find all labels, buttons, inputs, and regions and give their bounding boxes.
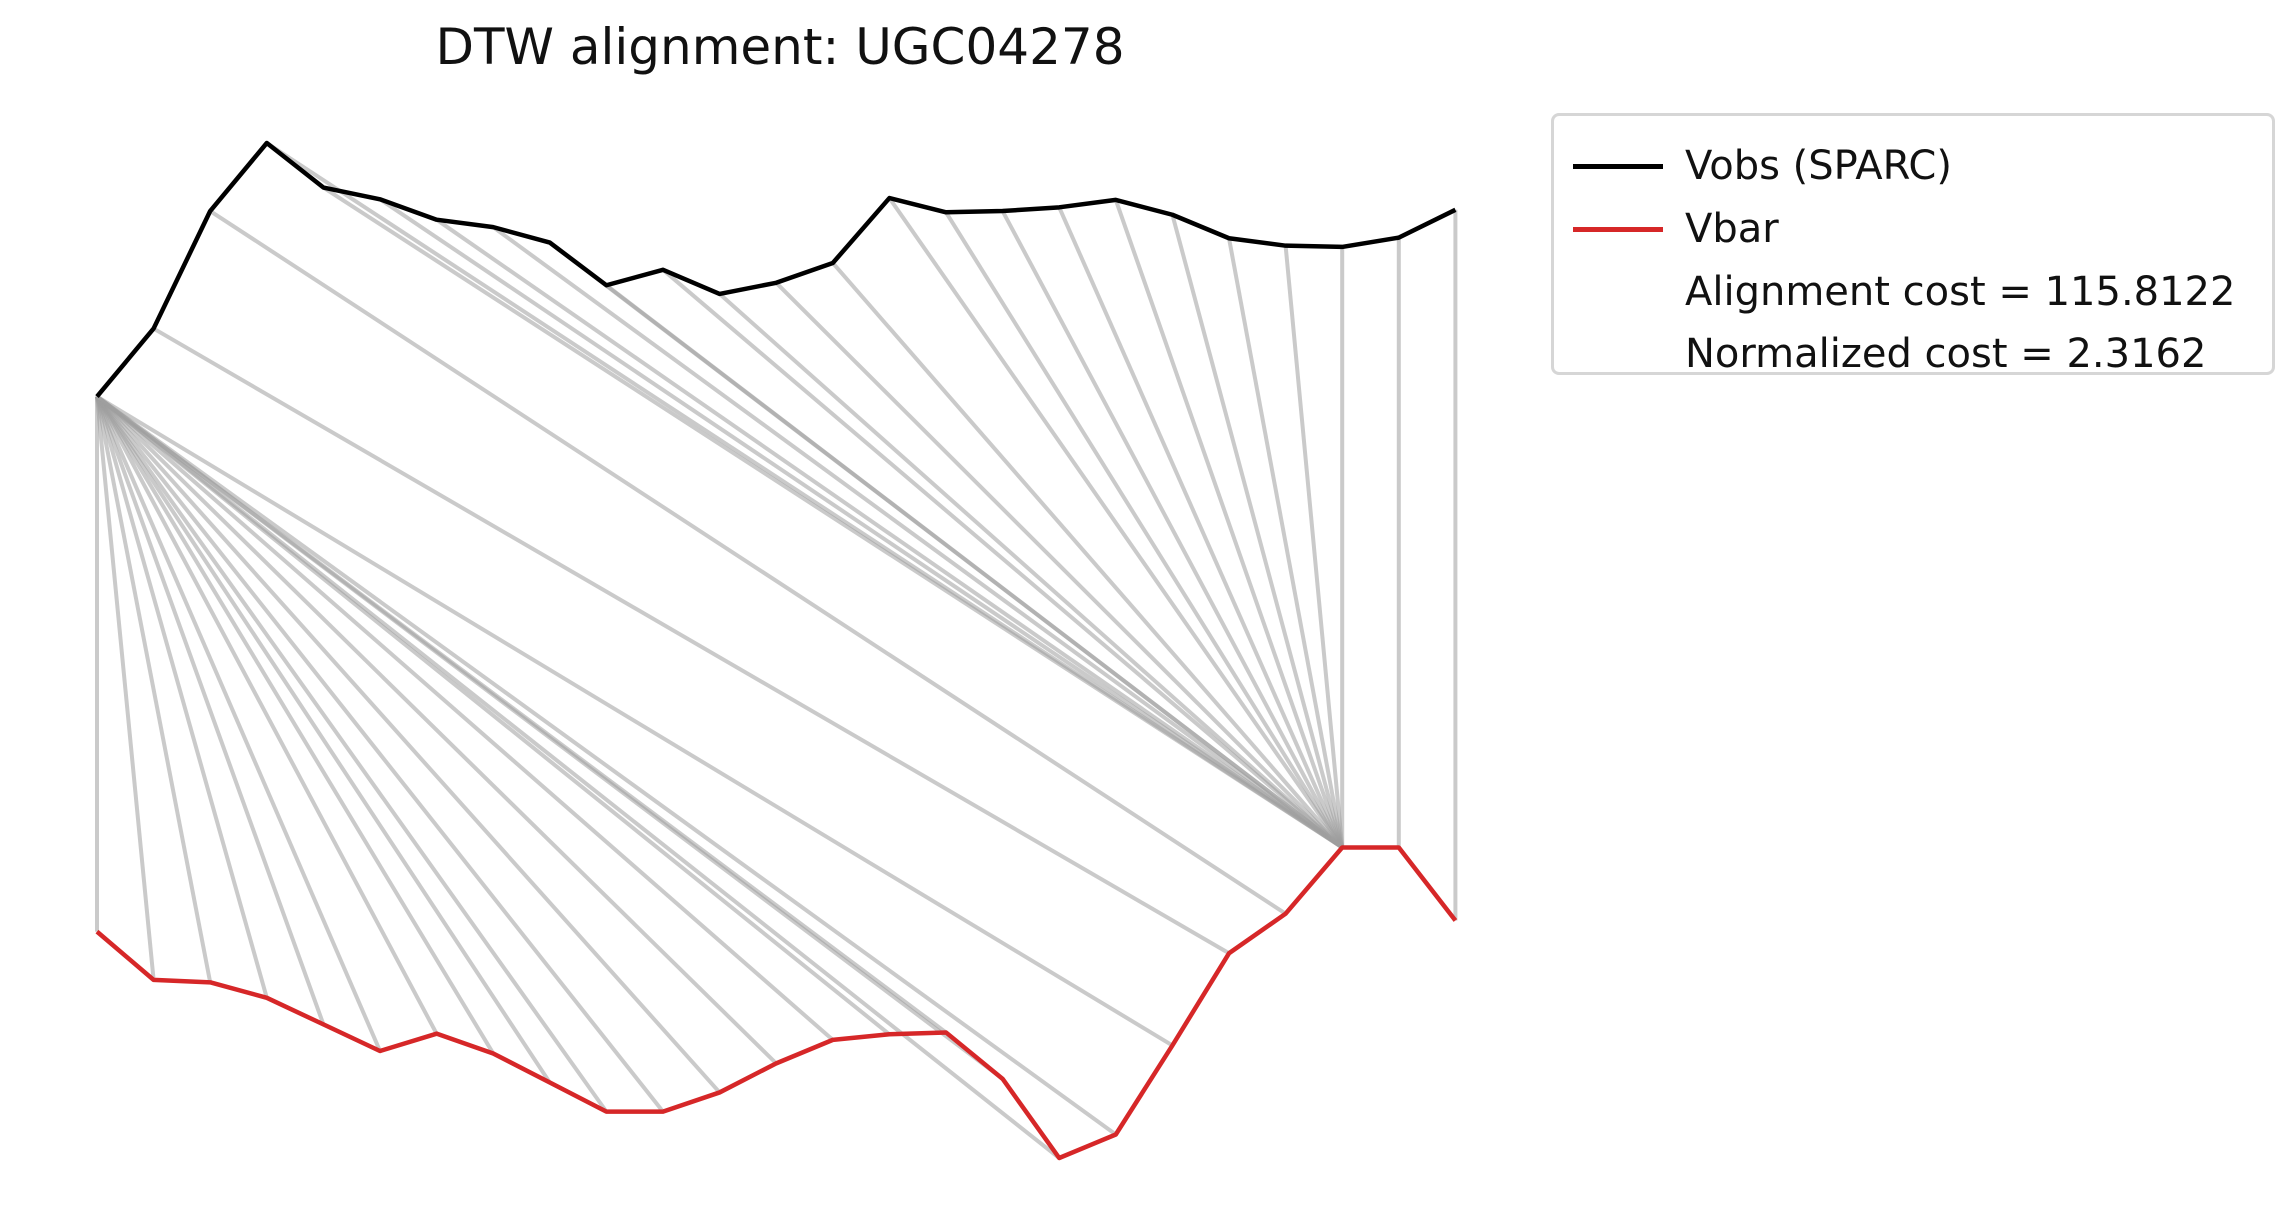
- alignment-line: [95, 394, 1117, 1137]
- alignment-cost-label: Alignment cost = 115.8122: [1685, 269, 2236, 315]
- alignment-line: [492, 225, 1344, 850]
- legend: Vobs (SPARC) Vbar Alignment cost = 115.8…: [1551, 113, 2275, 377]
- alignment-line: [718, 292, 1344, 849]
- alignment-line: [1057, 206, 1345, 849]
- legend-label-vobs: Vobs (SPARC): [1685, 143, 1952, 189]
- alignment-lines: [95, 141, 1458, 1160]
- chart-title: DTW alignment: UGC04278: [435, 18, 1125, 76]
- alignment-line: [887, 196, 1344, 849]
- legend-swatch-vbar: [1573, 227, 1663, 232]
- alignment-line: [1170, 214, 1345, 849]
- alignment-line: [944, 211, 1344, 849]
- alignment-line: [95, 396, 213, 983]
- alignment-line: [95, 394, 1004, 1081]
- alignment-line: [95, 395, 382, 1052]
- series-lines: [95, 140, 1458, 1161]
- alignment-line: [95, 395, 722, 1094]
- alignment-line: [95, 395, 326, 1026]
- alignment-line: [1227, 237, 1345, 848]
- alignment-line: [95, 395, 495, 1055]
- series-line-vbar: [95, 845, 1458, 1161]
- alignment-line: [95, 396, 269, 999]
- alignment-line: [95, 395, 835, 1042]
- alignment-line: [95, 394, 1174, 1048]
- alignment-line: [1113, 199, 1345, 849]
- alignment-line: [378, 197, 1344, 850]
- alignment-line: [605, 283, 1344, 850]
- alignment-line: [95, 395, 439, 1035]
- alignment-line: [831, 261, 1344, 849]
- alignment-line: [774, 281, 1344, 849]
- alignment-line: [95, 395, 665, 1113]
- alignment-line: [435, 218, 1344, 850]
- alignment-line: [95, 396, 156, 981]
- alignment-line: [1283, 245, 1345, 848]
- alignment-line: [661, 268, 1344, 850]
- legend-swatch-vobs: [1573, 164, 1663, 169]
- alignment-line: [209, 209, 1287, 916]
- alignment-line: [1000, 210, 1344, 849]
- alignment-line: [322, 185, 1344, 850]
- legend-label-vbar: Vbar: [1685, 206, 1779, 252]
- alignment-line: [152, 326, 1231, 955]
- alignment-line: [95, 395, 778, 1065]
- alignment-line: [95, 395, 552, 1084]
- normalized-cost-label: Normalized cost = 2.3162: [1685, 331, 2207, 377]
- alignment-line: [95, 395, 1061, 1160]
- alignment-line: [95, 395, 609, 1113]
